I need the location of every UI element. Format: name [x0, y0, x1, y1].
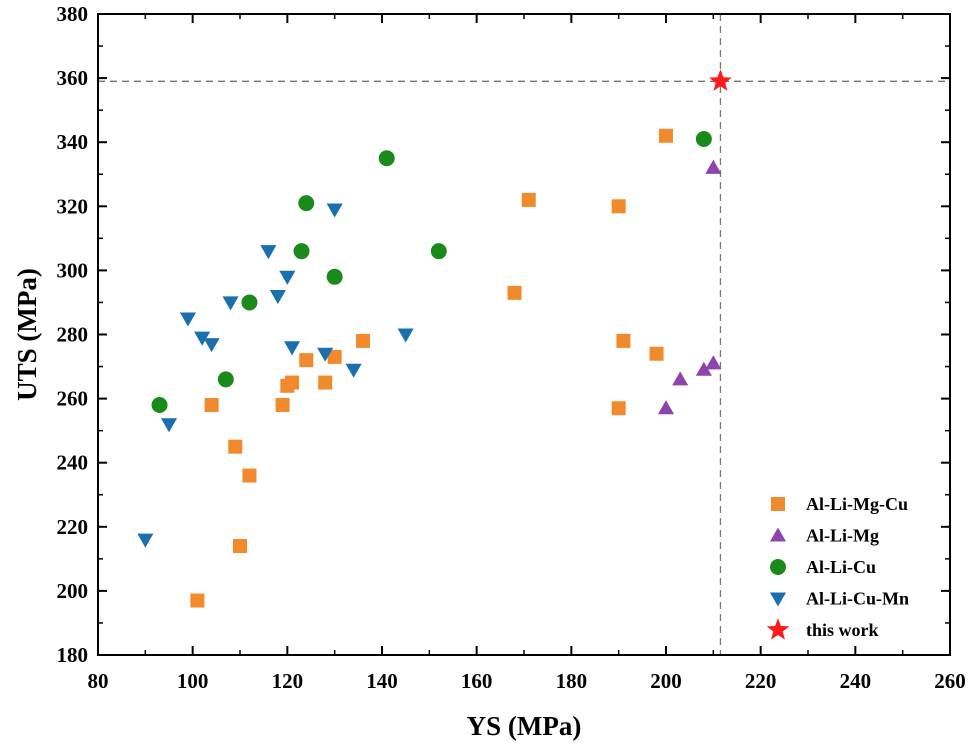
x-tick-label: 220 — [745, 669, 777, 693]
y-tick-label: 180 — [57, 643, 89, 667]
legend: Al-Li-Mg-Cu Al-Li-Mg Al-Li-Cu Al-Li-Cu-Mn th… — [766, 494, 909, 640]
x-tick-label: 180 — [556, 669, 588, 693]
legend-marker — [766, 618, 790, 640]
y-tick-label: 380 — [57, 2, 89, 26]
data-point — [318, 375, 333, 390]
y-axis-title: UTS (MPa) — [12, 268, 42, 401]
legend-marker — [769, 592, 787, 607]
data-point — [217, 371, 234, 388]
data-point — [285, 375, 300, 390]
legend-item: Al-Li-Cu-Mn — [769, 589, 909, 609]
data-point — [293, 243, 310, 260]
series-al-li-cu — [151, 130, 712, 414]
legend-label: this work — [806, 620, 879, 640]
x-tick-label: 260 — [934, 669, 966, 693]
data-point — [203, 338, 220, 353]
y-tick-label: 220 — [57, 515, 89, 539]
data-point — [194, 331, 211, 346]
data-point — [356, 333, 371, 348]
x-axis-title: YS (MPa) — [467, 711, 582, 741]
data-point — [430, 243, 447, 260]
x-tick-label: 140 — [366, 669, 398, 693]
legend-marker — [769, 527, 787, 542]
x-tick-label: 100 — [177, 669, 209, 693]
data-point — [241, 294, 258, 311]
data-point — [695, 130, 712, 147]
series-al-li-cu-mn — [137, 203, 414, 548]
y-tick-label: 260 — [57, 387, 89, 411]
y-tick-label: 300 — [57, 258, 89, 282]
y-tick-label: 240 — [57, 451, 89, 475]
data-point — [228, 439, 243, 454]
series-al-li-mg — [657, 159, 722, 415]
data-point — [705, 355, 722, 370]
data-point — [242, 468, 257, 483]
legend-label: Al-Li-Cu-Mn — [806, 589, 909, 609]
legend-marker — [770, 559, 786, 575]
legend-item: Al-Li-Mg — [769, 526, 879, 546]
data-point — [705, 159, 722, 174]
data-point — [378, 150, 395, 167]
legend-item: this work — [766, 618, 879, 640]
y-tick-label: 340 — [57, 130, 89, 154]
reference-lines — [98, 14, 950, 655]
legend-item: Al-Li-Mg-Cu — [771, 494, 908, 514]
data-point — [204, 398, 219, 413]
legend-label: Al-Li-Cu — [806, 557, 876, 577]
data-point — [233, 539, 247, 554]
data-point — [222, 296, 239, 311]
x-tick-label: 160 — [461, 669, 493, 693]
data-point — [672, 371, 689, 386]
data-points — [137, 69, 732, 608]
data-point — [317, 347, 334, 362]
data-point — [326, 203, 343, 218]
y-tick-label: 360 — [57, 66, 89, 90]
data-point — [657, 400, 675, 415]
data-point — [298, 195, 315, 212]
x-tick-label: 200 — [650, 669, 682, 693]
data-point — [611, 401, 626, 416]
data-point — [695, 361, 712, 376]
legend-marker — [771, 497, 785, 511]
data-point — [326, 268, 343, 285]
data-point — [611, 199, 626, 214]
series-al-li-mg-cu — [190, 128, 673, 608]
y-tick-label: 280 — [57, 323, 89, 347]
data-point — [260, 245, 277, 260]
y-tick-label: 200 — [57, 579, 89, 603]
data-point — [279, 270, 296, 285]
data-point — [179, 312, 196, 327]
data-point — [151, 397, 168, 414]
data-point — [275, 398, 290, 413]
data-point — [269, 290, 286, 305]
data-point — [327, 349, 342, 364]
x-tick-label: 120 — [272, 669, 304, 693]
x-tick-label: 240 — [840, 669, 872, 693]
data-point — [160, 418, 178, 433]
data-point — [284, 341, 301, 356]
legend-label: Al-Li-Mg-Cu — [806, 494, 908, 514]
data-point — [345, 363, 362, 378]
data-point — [521, 192, 536, 207]
data-point — [709, 69, 732, 91]
series-this-work — [709, 69, 732, 91]
legend-item: Al-Li-Cu — [770, 557, 876, 577]
x-tick-label: 80 — [88, 669, 109, 693]
legend-label: Al-Li-Mg — [806, 526, 879, 546]
data-point — [190, 593, 205, 608]
data-point — [616, 333, 631, 348]
data-point — [137, 533, 154, 548]
y-tick-label: 320 — [57, 194, 89, 218]
data-point — [659, 128, 673, 143]
data-point — [299, 353, 314, 368]
axes: 80 100 120 140 160 180 200 220 240 260 180 200 220 24… — [57, 2, 966, 693]
data-point — [397, 328, 414, 343]
data-point — [507, 285, 522, 300]
data-point — [649, 346, 664, 361]
